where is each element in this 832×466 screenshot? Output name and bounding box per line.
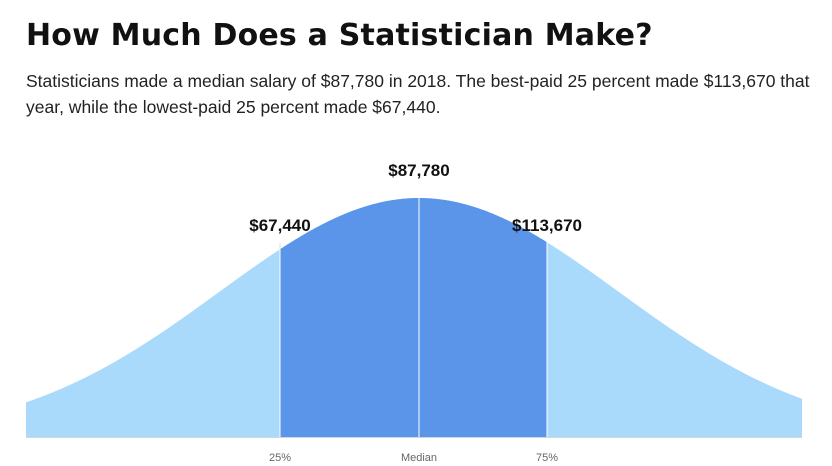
value-label-75pct: $113,670 xyxy=(512,216,582,235)
tick-label-75pct: 75% xyxy=(536,452,558,464)
page-title: How Much Does a Statistician Make? xyxy=(26,18,653,53)
value-label-median: $87,780 xyxy=(388,161,449,180)
tick-label-median: Median xyxy=(401,452,437,464)
value-label-25pct: $67,440 xyxy=(249,216,310,235)
page-description: Statisticians made a median salary of $8… xyxy=(26,71,810,117)
interquartile-area xyxy=(280,198,547,437)
tick-label-25pct: 25% xyxy=(269,452,291,464)
